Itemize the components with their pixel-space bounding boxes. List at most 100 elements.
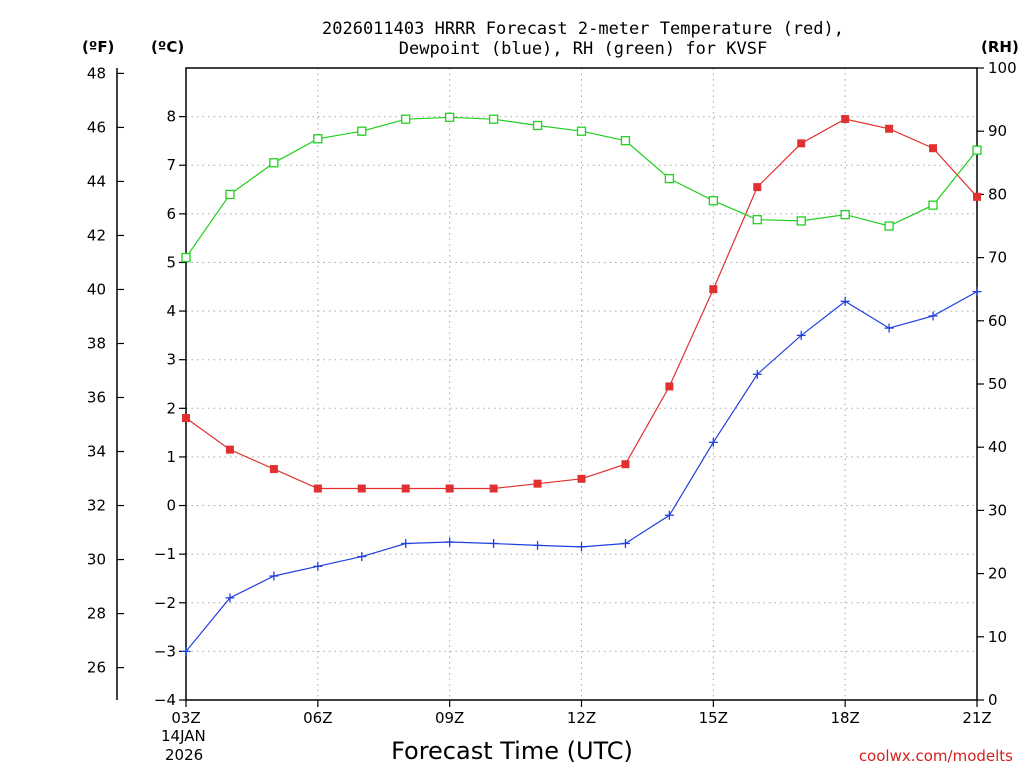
celsius-tick-label: 5	[166, 253, 176, 271]
temperature-point	[753, 183, 762, 192]
celsius-tick-label: 2	[166, 399, 176, 417]
dewpoint-point	[489, 538, 499, 548]
celsius-tick-label: 1	[166, 448, 176, 466]
dewpoint-series	[181, 287, 982, 656]
rh-point	[313, 134, 323, 144]
rh-point	[840, 209, 850, 220]
rh-point	[884, 221, 894, 231]
dewpoint-point	[225, 593, 235, 603]
x-tick-label: 15Z	[699, 709, 728, 727]
chart-title-line2: Dewpoint (blue), RH (green) for KVSF	[399, 39, 767, 59]
fahrenheit-tick-label: 48	[87, 64, 106, 82]
fahrenheit-tick-label: 30	[87, 551, 106, 569]
rh-point	[796, 216, 806, 226]
rh-tick-label: 0	[988, 691, 998, 709]
rh-point	[488, 114, 499, 124]
fahrenheit-tick-label: 42	[87, 226, 106, 244]
fahrenheit-unit-label: (ºF)	[82, 38, 114, 56]
rh-tick-label: 60	[988, 312, 1007, 330]
x-axis-title: Forecast Time (UTC)	[391, 737, 633, 765]
celsius-tick-label: 8	[166, 108, 176, 126]
rh-point	[576, 126, 587, 136]
temperature-point	[313, 484, 322, 493]
rh-point	[752, 215, 762, 225]
celsius-unit-label: (ºC)	[151, 38, 184, 56]
x-tick-label: 06Z	[303, 709, 332, 727]
temperature-point	[885, 124, 894, 133]
temperature-point	[665, 382, 674, 391]
chart-title-line1: 2026011403 HRRR Forecast 2-meter Tempera…	[322, 19, 844, 39]
axes: −4−3−2−101234567826283032343638404244464…	[87, 59, 1017, 727]
dewpoint-point	[840, 296, 850, 306]
rh-tick-label: 70	[988, 249, 1007, 267]
celsius-tick-label: −4	[154, 691, 176, 709]
rh-point	[664, 173, 675, 184]
fahrenheit-tick-label: 44	[87, 172, 106, 190]
dewpoint-point	[577, 542, 586, 552]
celsius-tick-label: 3	[166, 351, 176, 369]
temperature-point	[929, 144, 938, 153]
date-label-year: 2026	[165, 746, 203, 764]
fahrenheit-tick-label: 28	[87, 605, 106, 623]
dewpoint-point	[357, 552, 367, 562]
date-label-day: 14JAN	[161, 727, 206, 745]
temperature-point	[973, 192, 981, 201]
temperature-point	[445, 484, 454, 493]
dewpoint-point	[181, 646, 191, 656]
dewpoint-point	[269, 571, 279, 581]
site-credit: coolwx.com/modelts	[859, 747, 1013, 765]
fahrenheit-tick-label: 34	[87, 443, 106, 461]
dewpoint-point	[752, 369, 762, 379]
rh-tick-label: 20	[988, 565, 1007, 583]
rh-point	[928, 200, 938, 210]
temperature-line	[185, 118, 978, 490]
rh-tick-label: 100	[988, 59, 1017, 77]
fahrenheit-tick-label: 36	[87, 389, 106, 407]
celsius-tick-label: −3	[154, 642, 176, 660]
dewpoint-point	[664, 510, 674, 520]
rh-series	[181, 112, 982, 263]
temperature-point	[269, 465, 278, 474]
x-tick-label: 18Z	[830, 709, 859, 727]
rh-point	[181, 252, 191, 263]
celsius-tick-label: 4	[166, 302, 176, 320]
rh-point	[620, 136, 631, 146]
temperature-point	[621, 460, 630, 469]
rh-tick-label: 40	[988, 438, 1007, 456]
dewpoint-point	[533, 540, 543, 550]
fahrenheit-tick-label: 38	[87, 334, 106, 352]
dewpoint-point	[445, 537, 455, 547]
x-tick-label: 03Z	[171, 709, 200, 727]
temperature-point	[357, 484, 366, 493]
temperature-point	[577, 474, 586, 483]
rh-tick-label: 80	[988, 185, 1007, 203]
temperature-point	[797, 139, 806, 148]
rh-point	[357, 126, 367, 136]
rh-point	[532, 120, 543, 131]
dewpoint-point	[972, 287, 982, 297]
fahrenheit-tick-label: 40	[87, 280, 106, 298]
gridlines	[186, 68, 977, 700]
dewpoint-point	[313, 561, 323, 571]
celsius-tick-label: 0	[166, 497, 176, 515]
rh-line	[185, 116, 978, 258]
temperature-point	[841, 115, 850, 124]
dewpoint-point	[708, 437, 718, 447]
rh-point	[445, 112, 455, 122]
rh-tick-label: 90	[988, 122, 1007, 140]
dewpoint-point	[620, 538, 630, 548]
x-tick-label: 21Z	[962, 709, 991, 727]
dewpoint-point	[401, 538, 411, 548]
dewpoint-point	[884, 323, 894, 333]
rh-unit-label: (RH)	[981, 38, 1019, 56]
temperature-point	[401, 484, 410, 493]
celsius-tick-label: 7	[166, 156, 176, 174]
x-tick-label: 12Z	[567, 709, 596, 727]
rh-tick-label: 30	[988, 501, 1007, 519]
temperature-series	[182, 115, 981, 493]
temperature-point	[709, 285, 718, 294]
series	[181, 112, 982, 656]
rh-point	[269, 158, 279, 168]
temperature-point	[225, 445, 234, 454]
